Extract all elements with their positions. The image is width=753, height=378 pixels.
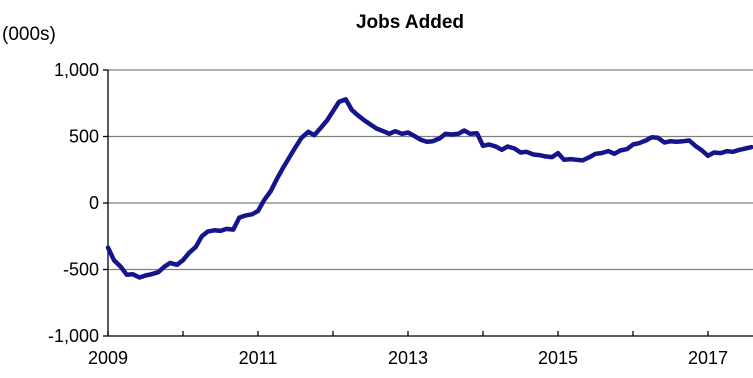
- series-layer: [105, 97, 753, 280]
- tick-labels: -1,000 -500 0 500 1,000 2009 2011 2013 2015 2017: [48, 60, 728, 368]
- y-tick-label-1: -500: [63, 260, 99, 280]
- x-tick-label-2: 2013: [388, 348, 428, 368]
- unit-label: (000s): [2, 24, 56, 45]
- x-tick-label-0: 2009: [88, 348, 128, 368]
- y-tick-label-2: 0: [89, 193, 99, 213]
- x-tick-label-1: 2011: [239, 348, 278, 368]
- chart-title: Jobs Added: [356, 12, 464, 33]
- y-tick-label-0: -1,000: [48, 326, 99, 346]
- y-tick-label-3: 500: [69, 127, 99, 147]
- axes: [103, 69, 753, 337]
- x-tick-label-3: 2015: [538, 348, 578, 368]
- x-tick-label-4: 2017: [688, 348, 728, 368]
- grid-lines: [108, 69, 753, 271]
- y-tick-label-4: 1,000: [54, 60, 99, 80]
- series-line-0: [105, 97, 753, 280]
